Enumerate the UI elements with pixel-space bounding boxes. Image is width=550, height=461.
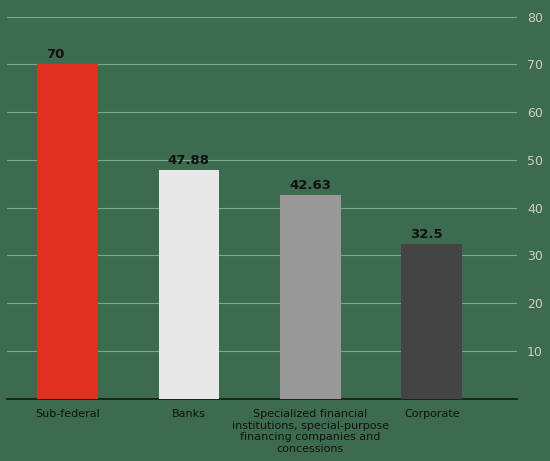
Text: 42.63: 42.63	[289, 179, 331, 192]
Bar	[280, 195, 340, 399]
Text: 47.88: 47.88	[168, 154, 210, 167]
Bar	[37, 64, 98, 399]
Bar	[158, 170, 219, 399]
Text: 32.5: 32.5	[410, 228, 443, 241]
Bar	[402, 243, 462, 399]
Text: 70: 70	[46, 48, 65, 61]
